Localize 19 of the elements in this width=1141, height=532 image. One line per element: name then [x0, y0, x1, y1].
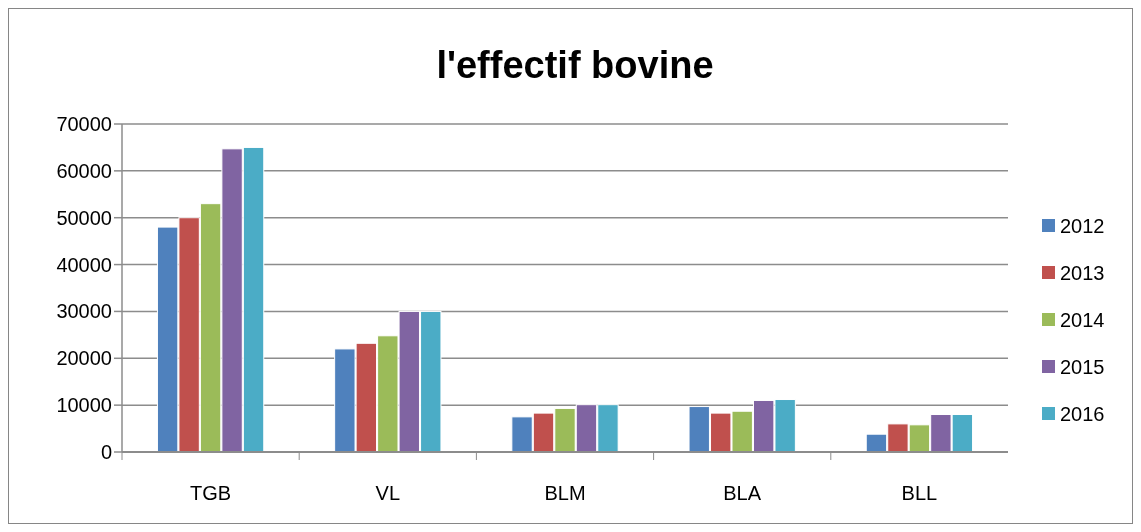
y-tick-label: 70000: [56, 113, 112, 135]
x-tick-label: BLA: [723, 482, 762, 504]
legend-label: 2013: [1060, 262, 1105, 284]
legend-label: 2014: [1060, 309, 1105, 331]
y-tick-label: 30000: [56, 300, 112, 323]
legend-label: 2012: [1060, 215, 1105, 237]
chart-title: l'effectif bovine: [436, 44, 714, 86]
y-tick-label: 10000: [56, 394, 112, 417]
x-tick-label: BLL: [901, 482, 938, 504]
legend-label: 2016: [1060, 403, 1105, 425]
y-tick-label: 40000: [56, 253, 112, 276]
y-tick-label: 60000: [56, 159, 112, 182]
x-tick-label: VL: [375, 482, 401, 504]
y-tick-label: 20000: [56, 347, 112, 370]
y-tick-label: 50000: [56, 206, 112, 229]
x-tick-label: BLM: [544, 482, 586, 504]
y-tick-label: 0: [100, 441, 112, 463]
x-tick-label: TGB: [190, 482, 232, 504]
legend-label: 2015: [1060, 356, 1105, 378]
